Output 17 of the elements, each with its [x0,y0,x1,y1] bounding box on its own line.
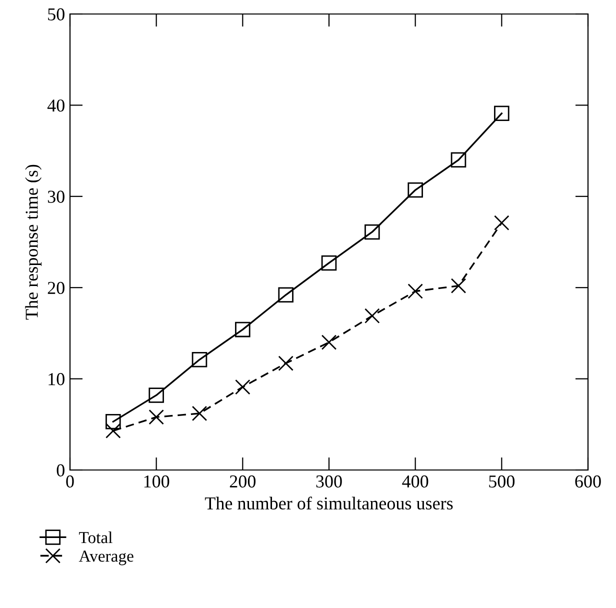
x-tick-label: 400 [402,475,428,488]
y-tick-label: 40 [47,99,64,112]
legend-label: Average [78,550,134,566]
x-tick-label: 500 [489,475,515,488]
x-tick-label: 300 [316,475,342,488]
y-tick-label: 20 [48,282,64,294]
x-tick-label: 100 [144,475,170,488]
y-tick-label: 30 [48,190,64,203]
y-tick-label: 50 [48,8,64,20]
x-tick-label: 0 [66,475,74,488]
x-tick-label: 600 [575,475,601,488]
x-tick-label: 200 [230,475,256,488]
y-axis-title: The response time (s) [25,164,42,320]
y-tick-label: 0 [56,464,64,476]
x-axis-title: The number of simultaneous users [204,496,453,510]
y-tick-label: 10 [48,373,64,386]
legend-label: Total [79,531,112,544]
